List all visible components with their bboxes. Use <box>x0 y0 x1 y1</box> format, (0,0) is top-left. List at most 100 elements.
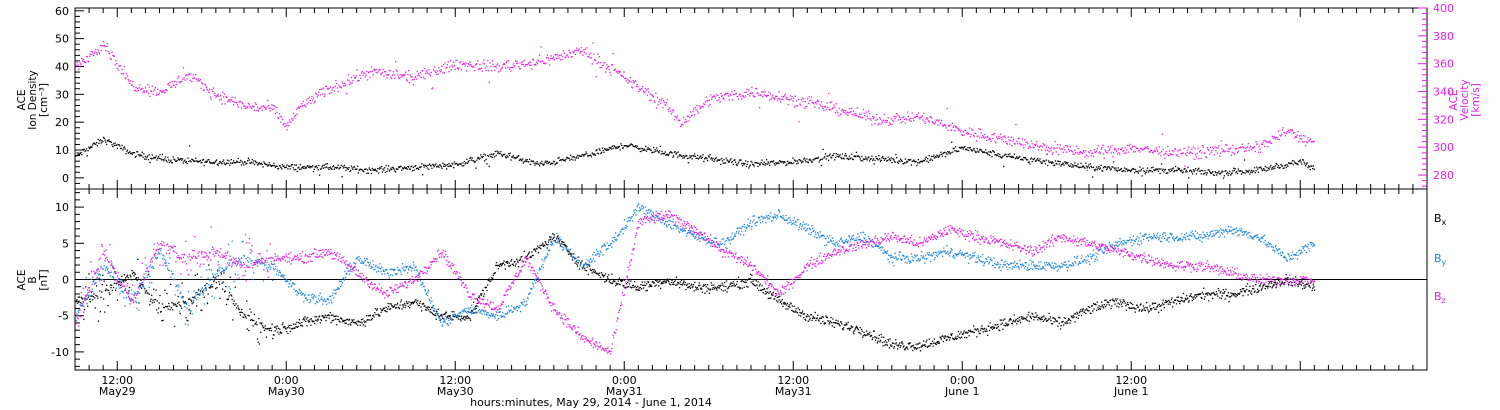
data-point <box>372 169 374 172</box>
data-point <box>710 157 713 159</box>
data-point <box>305 167 308 169</box>
data-point <box>1231 172 1233 174</box>
data-point <box>81 298 84 300</box>
data-point <box>798 158 800 161</box>
data-point <box>527 160 529 163</box>
data-point <box>338 318 340 321</box>
data-point <box>220 278 222 281</box>
data-point <box>744 91 746 94</box>
data-point <box>761 285 763 287</box>
data-point <box>1064 322 1066 324</box>
data-point <box>94 143 96 145</box>
data-point <box>995 154 997 156</box>
data-point <box>978 149 981 151</box>
data-point <box>1109 148 1111 151</box>
data-point <box>679 119 681 121</box>
data-point <box>1067 319 1069 321</box>
data-point <box>1073 316 1075 318</box>
data-point <box>880 159 882 162</box>
data-point <box>243 105 246 107</box>
data-point <box>784 93 786 95</box>
data-point <box>746 88 748 90</box>
data-point <box>597 153 600 155</box>
data-point <box>353 166 355 168</box>
data-point <box>468 64 470 66</box>
data-point <box>1078 314 1080 317</box>
data-point <box>998 155 1000 158</box>
data-point <box>1015 123 1017 126</box>
data-point <box>657 281 659 283</box>
data-point <box>1174 165 1177 168</box>
data-point <box>715 286 717 289</box>
data-point <box>428 163 431 165</box>
data-point <box>268 327 270 330</box>
data-point <box>248 329 250 332</box>
y-tick-label-left: 20 <box>55 116 69 129</box>
data-point <box>702 106 704 108</box>
data-point <box>448 315 451 317</box>
data-point <box>305 106 307 108</box>
data-point <box>186 78 188 80</box>
data-point <box>640 147 642 149</box>
data-point <box>304 104 306 106</box>
data-point <box>1221 170 1223 172</box>
data-point <box>637 289 640 291</box>
data-point <box>700 155 702 157</box>
data-point <box>991 326 993 328</box>
data-point <box>735 278 737 281</box>
data-point <box>475 307 477 310</box>
data-point <box>1115 300 1117 302</box>
data-point <box>253 313 256 315</box>
data-point <box>1292 163 1294 166</box>
data-point <box>389 303 391 305</box>
data-point <box>981 137 983 139</box>
data-point <box>293 323 295 325</box>
data-point <box>673 283 675 285</box>
data-point <box>638 148 641 150</box>
data-point <box>344 319 347 322</box>
data-point <box>230 295 233 297</box>
data-point <box>253 319 255 322</box>
data-point <box>621 75 624 77</box>
data-point <box>85 55 88 58</box>
data-point <box>1219 152 1222 154</box>
data-point <box>530 255 532 258</box>
data-point <box>638 90 640 93</box>
data-point <box>78 68 80 71</box>
data-point <box>557 157 559 159</box>
data-point <box>674 279 676 281</box>
data-point <box>1169 153 1171 155</box>
data-point <box>1062 162 1064 164</box>
data-point <box>1150 149 1152 152</box>
data-point <box>1104 299 1106 302</box>
data-point <box>1022 159 1024 161</box>
data-point <box>614 147 617 149</box>
data-point <box>1114 147 1116 149</box>
data-point <box>434 70 436 72</box>
data-point <box>537 163 539 165</box>
data-point <box>476 62 478 65</box>
data-point <box>1018 320 1020 322</box>
data-point <box>97 138 99 141</box>
data-point <box>431 88 433 90</box>
data-point <box>829 322 831 324</box>
data-point <box>367 319 369 321</box>
data-point <box>1109 169 1112 171</box>
data-point <box>1183 168 1185 170</box>
y-tick-label: 0 <box>62 274 69 287</box>
data-point <box>504 153 506 156</box>
data-point <box>1069 319 1072 322</box>
data-point <box>113 286 115 289</box>
data-point <box>253 160 255 162</box>
data-point <box>498 265 501 268</box>
data-point <box>781 161 783 163</box>
data-point <box>872 158 875 160</box>
data-point <box>118 65 120 67</box>
data-point <box>1304 163 1306 165</box>
data-point <box>820 158 822 161</box>
data-point <box>879 118 882 120</box>
data-point <box>1059 161 1061 163</box>
data-point <box>212 276 214 278</box>
data-point <box>1220 140 1222 142</box>
data-point <box>607 274 610 276</box>
